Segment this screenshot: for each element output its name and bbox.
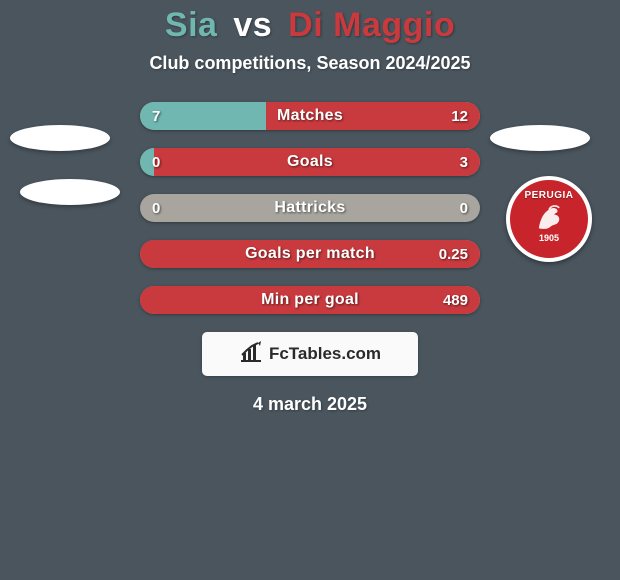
stat-label: Min per goal	[140, 286, 480, 314]
right-badge-1	[490, 118, 590, 158]
stat-label: Matches	[140, 102, 480, 130]
stat-row: 489Min per goal	[140, 286, 480, 314]
watermark: FcTables.com	[202, 332, 418, 376]
perugia-crest-text: PERUGIA	[524, 190, 573, 201]
club-placeholder-icon	[10, 125, 110, 151]
perugia-crest-year: 1905	[539, 233, 559, 243]
page-title: Sia vs Di Maggio	[0, 6, 620, 45]
stat-label: Goals per match	[140, 240, 480, 268]
stat-row: 00Hattricks	[140, 194, 480, 222]
watermark-text: FcTables.com	[269, 344, 381, 364]
bar-chart-icon	[239, 341, 263, 368]
club-placeholder-icon	[490, 125, 590, 151]
comparison-canvas: Sia vs Di Maggio Club competitions, Seas…	[0, 0, 620, 580]
griffin-icon	[532, 201, 566, 235]
left-badge-1	[10, 118, 110, 158]
player-right-name: Di Maggio	[288, 6, 455, 44]
stat-row: 03Goals	[140, 148, 480, 176]
vs-label: vs	[233, 6, 272, 44]
club-placeholder-icon	[20, 179, 120, 205]
perugia-crest: PERUGIA 1905	[506, 176, 592, 262]
player-left-name: Sia	[165, 6, 218, 44]
left-badge-2	[20, 172, 120, 212]
stat-label: Hattricks	[140, 194, 480, 222]
stat-label: Goals	[140, 148, 480, 176]
stat-row: 712Matches	[140, 102, 480, 130]
date-label: 4 march 2025	[0, 394, 620, 415]
subtitle: Club competitions, Season 2024/2025	[0, 53, 620, 74]
stat-row: 0.25Goals per match	[140, 240, 480, 268]
